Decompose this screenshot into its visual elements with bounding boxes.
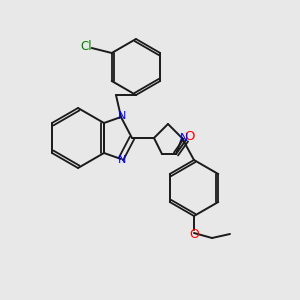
Text: N: N (180, 133, 188, 143)
Text: N: N (118, 155, 126, 165)
Text: O: O (185, 130, 195, 142)
Text: N: N (118, 111, 126, 121)
Text: O: O (189, 229, 199, 242)
Text: Cl: Cl (80, 40, 92, 53)
